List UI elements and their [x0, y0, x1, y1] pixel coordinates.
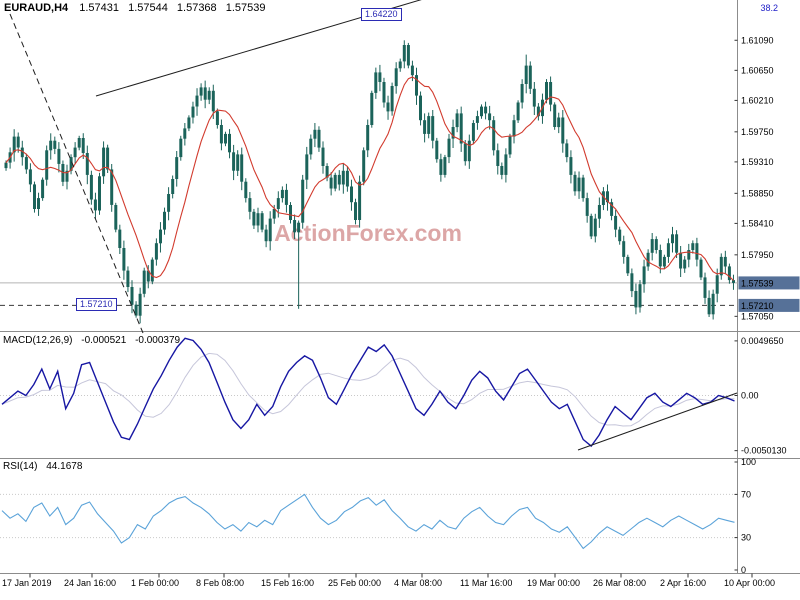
svg-text:0.0049650: 0.0049650 [741, 336, 784, 346]
svg-text:17 Jan 2019: 17 Jan 2019 [2, 578, 52, 588]
macd-trendline[interactable] [577, 392, 738, 451]
ohlc-low: 1.57368 [176, 2, 217, 14]
svg-text:1.60210: 1.60210 [741, 95, 774, 105]
macd-name: MACD(12,26,9) [3, 335, 73, 346]
ohlc-open: 1.57431 [79, 2, 120, 14]
macd-panel: 0.0049650 0.00 -0.0050130 [0, 336, 787, 456]
candlestick-series [4, 40, 735, 324]
rsi-panel: 100 70 30 0 [0, 457, 756, 575]
svg-text:2 Apr 16:00: 2 Apr 16:00 [660, 578, 706, 588]
chart-title: EURAUD,H4 1.57431 1.57544 1.57368 1.5753… [4, 2, 272, 14]
fibonacci-382-label: 38.2 [760, 3, 778, 13]
svg-text:26 Mar 08:00: 26 Mar 08:00 [593, 578, 646, 588]
svg-text:15 Feb 16:00: 15 Feb 16:00 [261, 578, 314, 588]
macd-indicator-label: MACD(12,26,9) -0.000521 -0.000379 [3, 335, 186, 346]
svg-text:100: 100 [741, 457, 756, 467]
svg-text:1.59750: 1.59750 [741, 127, 774, 137]
trendline-target-price-label[interactable]: 1.64220 [361, 8, 402, 21]
macd-signal-value: -0.000379 [135, 335, 181, 346]
rsi-value: 44.1678 [46, 461, 83, 472]
macd-main-line [1, 337, 735, 448]
ohlc-high: 1.57544 [128, 2, 168, 14]
svg-text:1.59310: 1.59310 [741, 157, 774, 167]
svg-text:1.60650: 1.60650 [741, 65, 774, 75]
svg-text:1 Feb 00:00: 1 Feb 00:00 [131, 578, 179, 588]
symbol-period-label: EURAUD,H4 [4, 2, 69, 14]
svg-text:8 Feb 08:00: 8 Feb 08:00 [196, 578, 244, 588]
svg-text:1.57950: 1.57950 [741, 250, 774, 260]
watermark: ActionForex.com [274, 220, 462, 246]
svg-text:-0.0050130: -0.0050130 [741, 446, 787, 456]
svg-text:1.61090: 1.61090 [741, 35, 774, 45]
svg-text:1.57539: 1.57539 [741, 278, 774, 288]
svg-text:11 Mar 16:00: 11 Mar 16:00 [460, 578, 512, 588]
rsi-indicator-label: RSI(14) 44.1678 [3, 461, 88, 472]
macd-main-value: -0.000521 [81, 335, 127, 346]
svg-text:25 Feb 00:00: 25 Feb 00:00 [328, 578, 381, 588]
svg-text:10 Apr 00:00: 10 Apr 00:00 [724, 578, 775, 588]
rsi-name: RSI(14) [3, 461, 38, 472]
ohlc-close: 1.57539 [225, 2, 266, 14]
svg-text:19 Mar 00:00: 19 Mar 00:00 [527, 578, 580, 588]
svg-text:1.58410: 1.58410 [741, 218, 774, 228]
svg-text:30: 30 [741, 533, 751, 543]
panel-separators [0, 0, 800, 574]
moving-average-line [5, 76, 734, 281]
macd-signal-line [1, 352, 735, 427]
svg-text:1.57050: 1.57050 [741, 311, 774, 321]
svg-text:1.58850: 1.58850 [741, 188, 774, 198]
time-axis[interactable]: 17 Jan 2019 24 Jan 16:00 1 Feb 00:00 8 Feb … [2, 573, 775, 589]
svg-text:4 Mar 08:00: 4 Mar 08:00 [394, 578, 442, 588]
svg-text:70: 70 [741, 489, 751, 499]
svg-text:0.00: 0.00 [741, 391, 759, 401]
horizontal-price-lines[interactable] [0, 282, 738, 306]
svg-text:0: 0 [741, 565, 746, 575]
svg-text:24 Jan 16:00: 24 Jan 16:00 [64, 578, 116, 588]
support-price-label[interactable]: 1.57210 [76, 298, 117, 311]
rsi-line [1, 493, 735, 550]
price-axis[interactable]: 1.61090 1.60650 1.60210 1.59750 1.59310 1.588… [734, 35, 800, 321]
svg-text:1.57210: 1.57210 [741, 301, 774, 311]
